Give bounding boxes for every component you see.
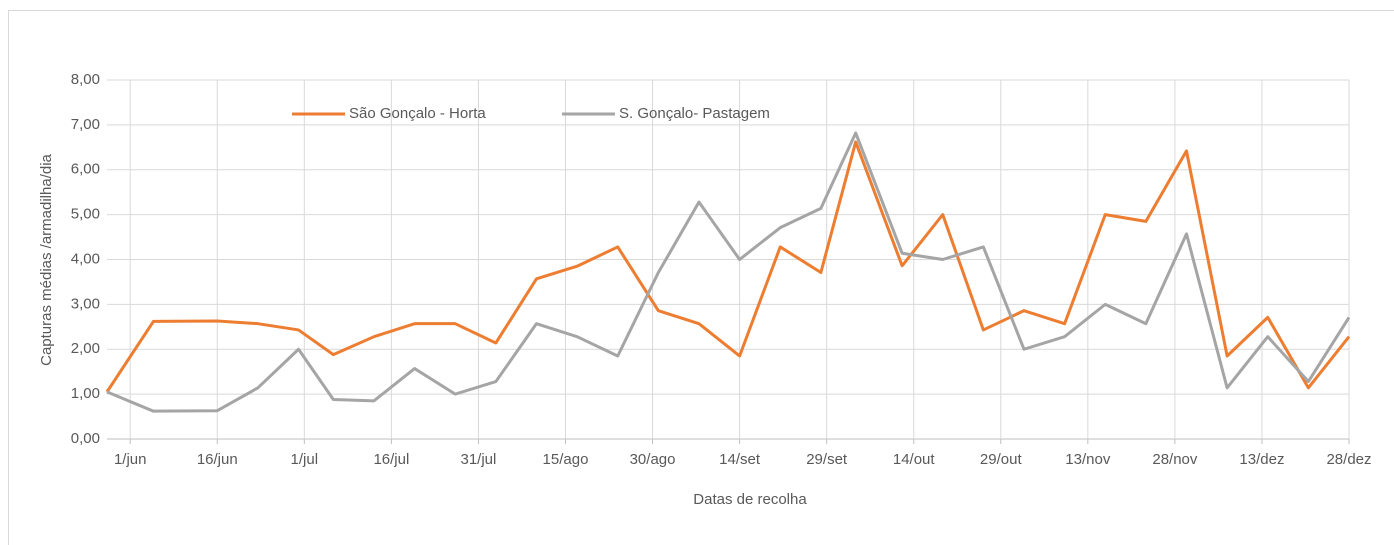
legend-label: São Gonçalo - Horta bbox=[349, 105, 486, 122]
x-tick-label: 15/ago bbox=[543, 451, 589, 468]
chart-frame bbox=[8, 10, 1394, 545]
y-tick-label: 5,00 bbox=[71, 206, 100, 223]
x-tick-label: 30/ago bbox=[630, 451, 676, 468]
y-tick-label: 6,00 bbox=[71, 161, 100, 178]
x-tick-label: 29/out bbox=[980, 451, 1023, 468]
x-tick-label: 29/set bbox=[806, 451, 848, 468]
x-tick-label: 28/nov bbox=[1152, 451, 1198, 468]
x-tick-label: 28/dez bbox=[1326, 451, 1371, 468]
y-tick-label: 0,00 bbox=[71, 430, 100, 447]
x-tick-label: 31/jul bbox=[461, 451, 497, 468]
y-tick-label: 2,00 bbox=[71, 340, 100, 357]
x-tick-label: 14/set bbox=[719, 451, 761, 468]
x-tick-label: 1/jun bbox=[114, 451, 147, 468]
y-tick-label: 7,00 bbox=[71, 116, 100, 133]
y-tick-label: 3,00 bbox=[71, 295, 100, 312]
x-tick-label: 16/jul bbox=[373, 451, 409, 468]
legend-label: S. Gonçalo- Pastagem bbox=[619, 105, 770, 122]
x-tick-label: 1/jul bbox=[291, 451, 319, 468]
x-axis-title: Datas de recolha bbox=[693, 491, 807, 508]
y-tick-label: 8,00 bbox=[71, 71, 100, 88]
data-line bbox=[106, 131, 1351, 413]
data-line bbox=[105, 140, 1351, 393]
y-tick-label: 4,00 bbox=[71, 250, 100, 267]
x-tick-label: 16/jun bbox=[197, 451, 238, 468]
x-tick-label: 13/nov bbox=[1065, 451, 1111, 468]
x-tick-label: 13/dez bbox=[1239, 451, 1284, 468]
y-axis-title: Capturas médias /armadilha/dia bbox=[38, 153, 55, 365]
y-tick-label: 1,00 bbox=[71, 385, 100, 402]
x-tick-label: 14/out bbox=[893, 451, 936, 468]
